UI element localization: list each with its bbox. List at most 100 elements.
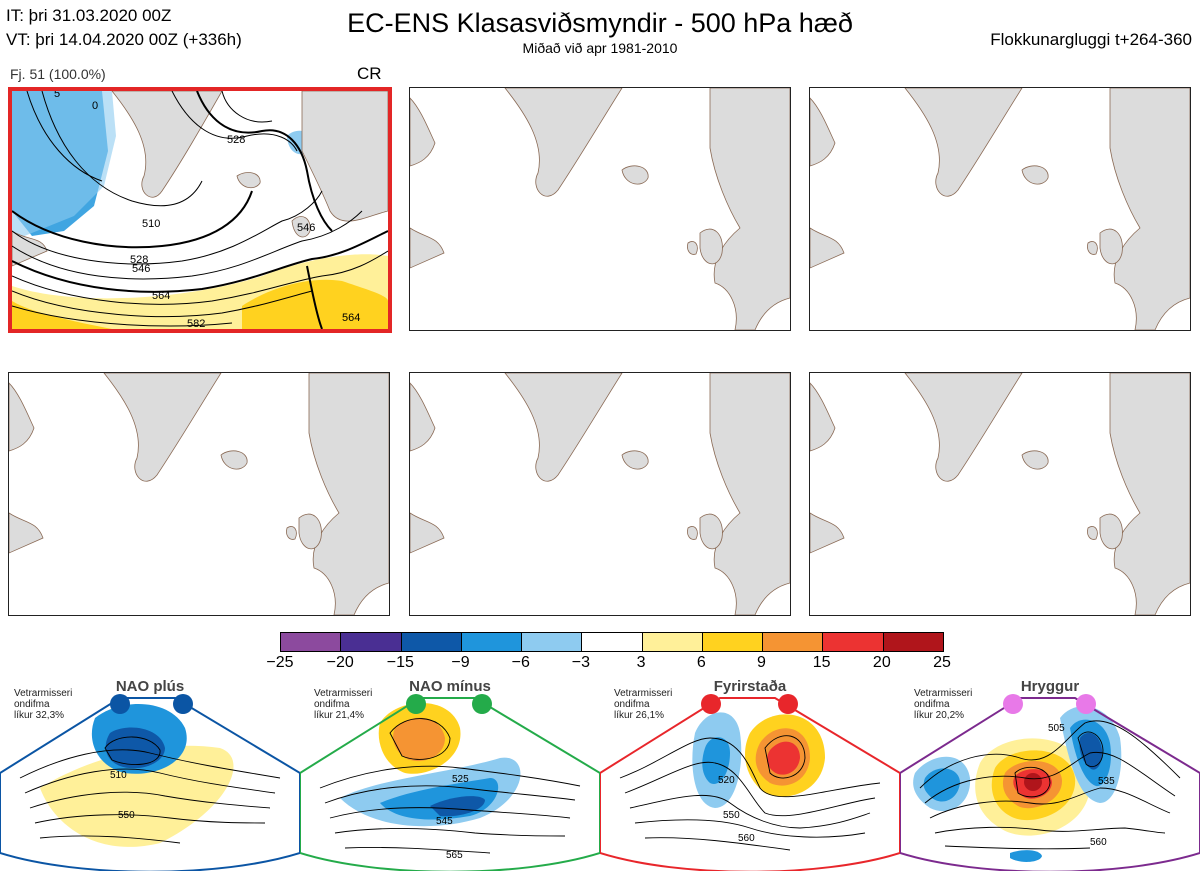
empty-map	[410, 373, 790, 615]
scandinavia-landmass	[301, 91, 388, 222]
geopotential-contours	[12, 91, 388, 329]
contour-label: 564	[342, 312, 360, 324]
colorbar-tick-label: 3	[636, 654, 646, 671]
colorbar-swatch	[883, 633, 943, 651]
contour-label: 510	[110, 770, 127, 781]
colorbar-tick-label: −15	[386, 654, 414, 671]
regime-info-line: Vetrarmisseri	[614, 688, 673, 699]
regime-marker	[472, 694, 492, 714]
colorbar-swatch	[642, 633, 703, 651]
regime-info-line: Vetrarmisseri	[914, 688, 973, 699]
regime-marker	[1076, 694, 1096, 714]
regime-fyrirstada[interactable]: 520 550 560 Fyrirstaða Vetrarmisseri ond…	[600, 678, 900, 871]
valid-time: VT: þri 14.04.2020 00Z (+336h)	[6, 30, 242, 49]
cluster-map-panel-5[interactable]	[409, 372, 791, 616]
regime-nao-minus[interactable]: 525 545 565 NAO mínus Vetrarmisseri ondi…	[300, 678, 600, 871]
regime-info-line: líkur 20,2%	[914, 710, 965, 721]
contour-label: 546	[132, 263, 150, 275]
regime-title: NAO plús	[115, 678, 185, 695]
contour-label: 510	[142, 218, 160, 230]
regime-info-line: ondifma	[614, 699, 650, 710]
colorbar-swatch	[281, 633, 342, 651]
contour-label: 546	[297, 222, 315, 234]
cluster-map-panel-2[interactable]	[409, 87, 791, 331]
cluster-map-panel-6[interactable]	[809, 372, 1191, 616]
colorbar-tick-label: 25	[933, 654, 951, 671]
cluster-map: 510 528 546 564 582 528 546 564 0 5	[12, 91, 388, 329]
contour-label: 528	[227, 134, 245, 146]
colorbar-tick-label: −25	[266, 654, 294, 671]
colorbar-tick-label: −6	[511, 654, 530, 671]
regime-title: NAO mínus	[409, 678, 491, 695]
negative-anomaly	[12, 91, 116, 241]
empty-map	[410, 88, 790, 330]
colorbar-swatch	[823, 633, 884, 651]
regime-marker	[701, 694, 721, 714]
colorbar-tick-label: −20	[326, 654, 354, 671]
cluster-regime-code: CR	[357, 64, 382, 83]
regime-info: Vetrarmisseri ondifma líkur 21,4%	[314, 688, 372, 721]
regime-info-line: ondifma	[914, 699, 950, 710]
colorbar-swatch	[582, 633, 643, 651]
empty-map	[810, 88, 1190, 330]
british-isles-landmass	[291, 216, 311, 238]
regime-info: Vetrarmisseri ondifma líkur 32,3%	[14, 688, 72, 721]
regime-marker	[173, 694, 193, 714]
regime-nao-plus[interactable]: 510 550 NAO plús Vetrarmisseri ondifma l…	[0, 678, 300, 871]
regime-info-line: Vetrarmisseri	[14, 688, 73, 699]
contour-label: 565	[446, 850, 463, 861]
regime-info-line: ondifma	[314, 699, 350, 710]
regime-title: Fyrirstaða	[713, 678, 787, 695]
colorbar-swatch	[341, 633, 402, 651]
empty-map	[810, 373, 1190, 615]
regime-info-line: líkur 26,1%	[614, 710, 665, 721]
anomaly-colorbar	[280, 632, 944, 652]
colorbar-tick-label: 9	[757, 654, 766, 671]
contour-label: 545	[436, 816, 453, 827]
regime-title: Hryggur	[1020, 678, 1080, 695]
contour-label: 520	[718, 775, 735, 786]
positive-anomaly	[12, 301, 112, 329]
colorbar-tick-label: −9	[451, 654, 470, 671]
cluster-members-label: Fj. 51 (100.0%)	[10, 66, 106, 82]
contour-label: 525	[452, 774, 469, 785]
colorbar-tick-label: 6	[696, 654, 706, 671]
regime-hryggur[interactable]: 505 535 560 Hryggur Vetrarmisseri ondifm…	[900, 678, 1200, 871]
page-subtitle: Miðað við apr 1981-2010	[522, 40, 678, 56]
regime-info-line: líkur 21,4%	[314, 710, 365, 721]
colorbar-ticks: −25 −20 −15 −9 −6 −3 3 6 9 15 20 25	[266, 654, 950, 674]
regime-info: Vetrarmisseri ondifma líkur 26,1%	[614, 688, 672, 721]
regime-info-line: líkur 32,3%	[14, 710, 65, 721]
iceland-landmass	[236, 172, 261, 189]
regime-marker	[406, 694, 426, 714]
regime-map: 510 550	[0, 694, 300, 871]
colorbar-tick-label: 15	[812, 654, 831, 671]
contour-label: 505	[1048, 723, 1065, 734]
colorbar-swatch	[401, 633, 462, 651]
init-time: IT: þri 31.03.2020 00Z	[6, 6, 172, 25]
contour-label: 582	[187, 318, 205, 329]
window-label: Flokkunargluggi t+264-360	[990, 30, 1192, 49]
contour-label: 535	[1098, 776, 1115, 787]
empty-map	[9, 373, 389, 615]
greenland-landmass	[111, 91, 223, 198]
regime-map: 525 545 565	[300, 694, 600, 871]
cluster-map-panel-1[interactable]: 510 528 546 564 582 528 546 564 0 5	[8, 87, 392, 333]
regime-map: 505 535 560	[900, 694, 1200, 871]
contour-label: 528	[130, 254, 148, 266]
colorbar-swatch	[702, 633, 764, 651]
colorbar-tick-label: −3	[571, 654, 591, 671]
regime-info-line: Vetrarmisseri	[314, 688, 373, 699]
contour-label: 560	[1090, 837, 1107, 848]
colorbar-swatch	[461, 633, 523, 651]
contour-label: 5	[54, 91, 60, 100]
contour-label: 550	[118, 810, 135, 821]
cluster-map-panel-3[interactable]	[809, 87, 1191, 331]
regime-marker	[110, 694, 130, 714]
page-title: EC-ENS Klasasviðsmyndir - 500 hPa hæð	[347, 8, 853, 38]
regime-marker	[1003, 694, 1023, 714]
cluster-map-panel-4[interactable]	[8, 372, 390, 616]
regime-info-line: ondifma	[14, 699, 50, 710]
run-info: IT: þri 31.03.2020 00Z VT: þri 14.04.202…	[6, 4, 242, 52]
regime-marker	[778, 694, 798, 714]
